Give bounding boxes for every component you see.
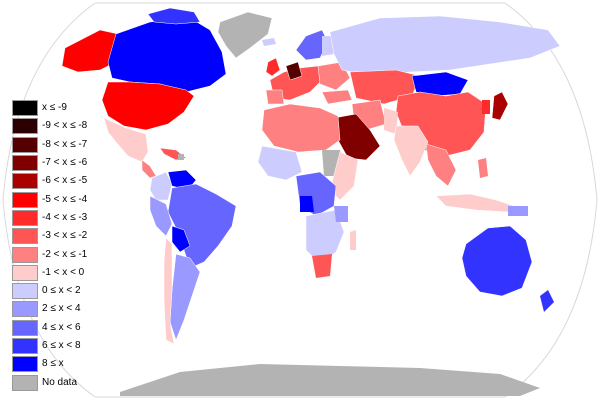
region-antarctica	[120, 364, 540, 396]
legend-item: x ≤ -9	[12, 99, 98, 117]
legend-item: -8 < x ≤ -7	[12, 136, 98, 154]
region-iberia	[265, 89, 285, 105]
region-new-guinea	[508, 206, 528, 216]
region-colombia	[149, 171, 173, 201]
legend-item: 4 ≤ x < 6	[12, 319, 98, 337]
region-philippines	[478, 158, 488, 178]
legend-item: -2 < x ≤ -1	[12, 245, 98, 263]
legend-swatch	[12, 319, 38, 336]
legend-label: -7 < x ≤ -6	[42, 157, 88, 169]
region-north-africa	[261, 103, 341, 153]
legend-swatch	[12, 209, 38, 226]
legend-item: -1 < x < 0	[12, 264, 98, 282]
legend-label: -5 < x ≤ -4	[42, 193, 88, 205]
legend-swatch	[12, 118, 38, 135]
legend-label: 4 ≤ x < 6	[42, 321, 81, 333]
region-russia	[329, 15, 561, 77]
legend-item: -6 < x ≤ -5	[12, 172, 98, 190]
legend-label: 2 ≤ x < 4	[42, 303, 81, 315]
region-iceland	[262, 38, 276, 46]
region-finland	[322, 36, 334, 56]
region-haiti-nodata	[178, 154, 184, 160]
legend-item: -3 < x ≤ -2	[12, 227, 98, 245]
legend-item: No data	[12, 373, 98, 391]
legend-swatch	[12, 283, 38, 300]
legend-label: -1 < x < 0	[42, 266, 85, 278]
region-australia	[461, 225, 533, 297]
region-arabia	[333, 113, 381, 161]
legend-label: -8 < x ≤ -7	[42, 138, 88, 150]
region-congo	[300, 196, 314, 212]
region-india	[393, 125, 429, 177]
region-pakistan	[384, 108, 398, 134]
region-peru	[149, 195, 173, 237]
legend-swatch	[12, 246, 38, 263]
legend-swatch	[12, 173, 38, 190]
legend-item: -5 < x ≤ -4	[12, 190, 98, 208]
legend-label: 6 ≤ x < 8	[42, 340, 81, 351]
legend-swatch	[12, 338, 38, 354]
region-usa	[101, 81, 195, 131]
map-legend: x ≤ -9 -9 < x ≤ -8 -8 < x ≤ -7 -7 < x ≤ -6 -…	[12, 99, 98, 392]
legend-label: -4 < x ≤ -3	[42, 211, 88, 223]
region-tanzania	[334, 206, 348, 222]
legend-swatch	[12, 356, 38, 373]
region-chile	[163, 237, 175, 345]
legend-swatch	[12, 155, 38, 172]
region-bolivia	[171, 225, 191, 253]
region-korea	[482, 100, 490, 114]
legend-item: 0 ≤ x < 2	[12, 282, 98, 300]
legend-label: x ≤ -9	[42, 102, 67, 114]
legend-item: 6 ≤ x < 8	[12, 337, 98, 355]
legend-label: 8 ≤ x	[42, 358, 64, 370]
legend-label: No data	[42, 376, 78, 388]
region-germany	[285, 61, 303, 81]
legend-item: -9 < x ≤ -8	[12, 117, 98, 135]
region-turkey	[321, 89, 353, 105]
legend-label: -3 < x ≤ -2	[42, 230, 88, 242]
legend-swatch	[12, 136, 38, 153]
region-uk	[265, 57, 281, 77]
region-west-africa	[257, 145, 303, 181]
legend-item: 2 ≤ x < 4	[12, 300, 98, 318]
legend-label: -9 < x ≤ -8	[42, 120, 88, 132]
region-madagascar	[350, 230, 356, 250]
region-greenland	[217, 11, 273, 59]
legend-swatch	[12, 301, 38, 318]
region-canada-islands	[147, 7, 201, 25]
legend-swatch	[12, 228, 38, 245]
legend-item: 8 ≤ x	[12, 355, 98, 373]
legend-swatch	[12, 100, 38, 117]
legend-item: -7 < x ≤ -6	[12, 154, 98, 172]
legend-swatch	[12, 374, 38, 391]
legend-label: -6 < x ≤ -5	[42, 175, 88, 187]
legend-swatch	[12, 191, 38, 208]
region-central-america	[141, 159, 157, 179]
region-southeast-asia	[425, 143, 457, 187]
region-alaska	[61, 29, 119, 73]
legend-label: 0 ≤ x < 2	[42, 285, 81, 297]
region-south-africa	[312, 254, 332, 278]
legend-item: -4 < x ≤ -3	[12, 209, 98, 227]
legend-label: -2 < x ≤ -1	[42, 248, 88, 260]
legend-swatch	[12, 264, 38, 281]
region-new-zealand	[540, 290, 554, 312]
region-japan	[491, 91, 509, 121]
